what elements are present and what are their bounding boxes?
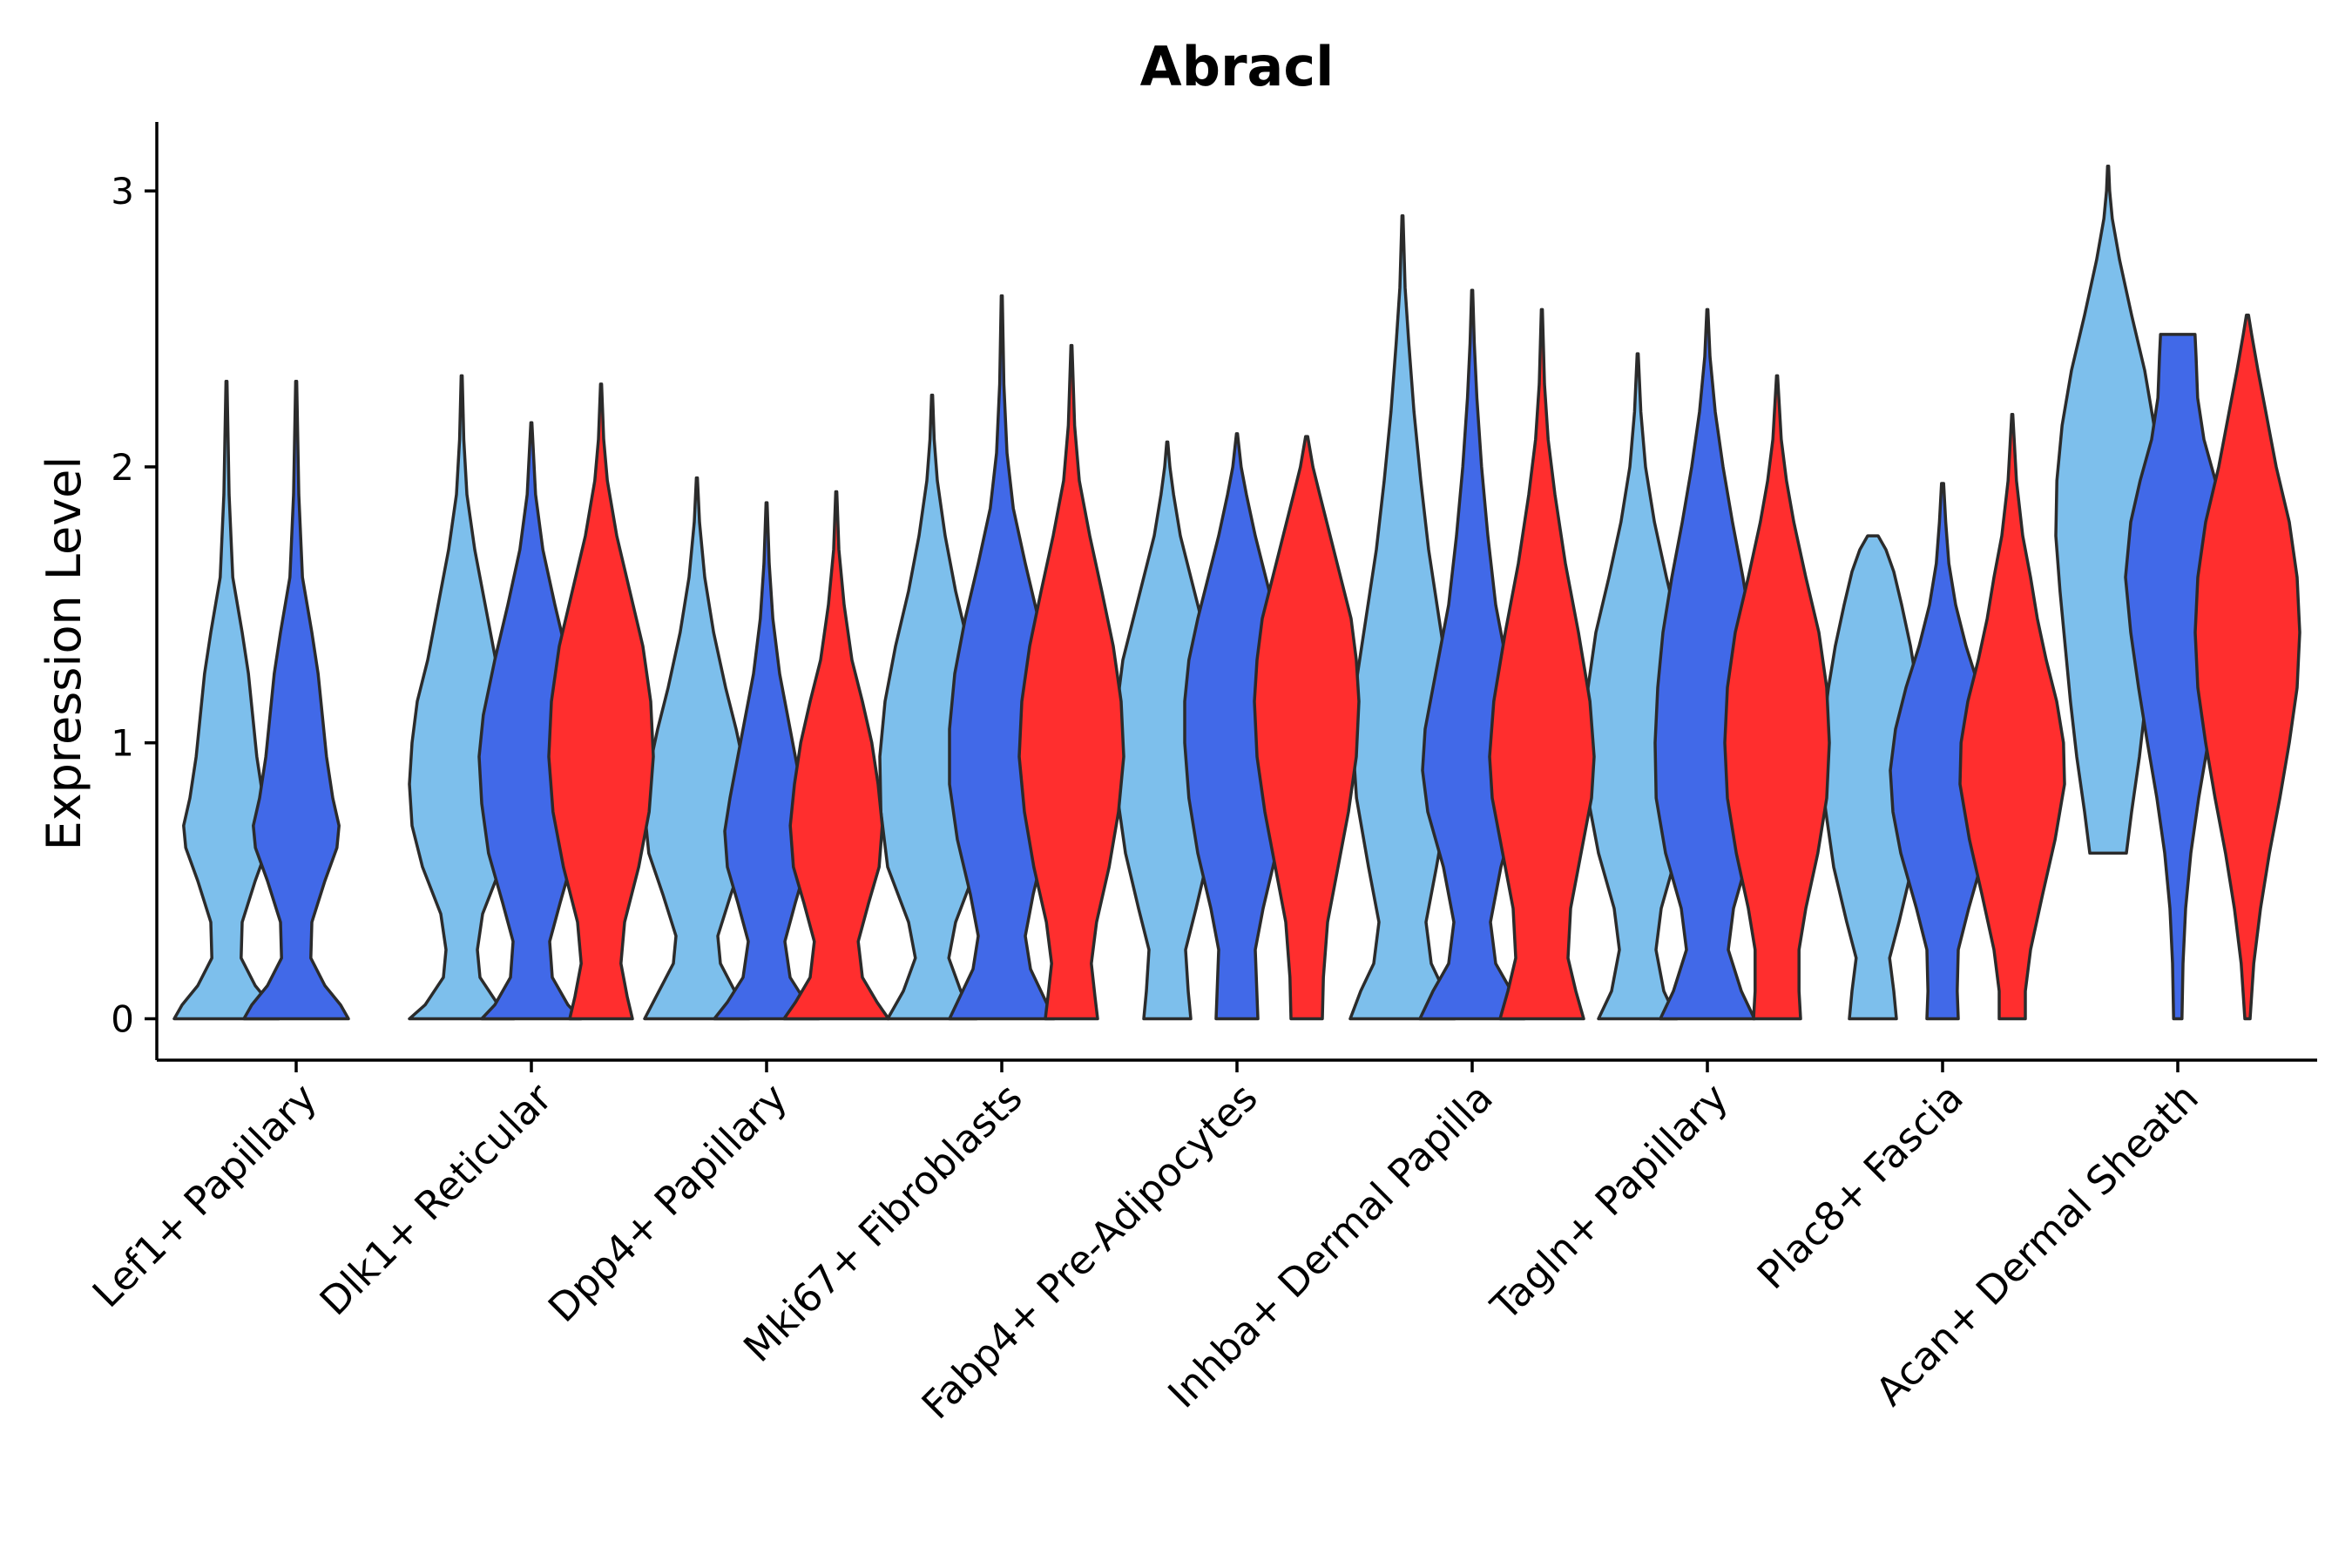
violin-group-3-7 <box>1958 413 2066 1021</box>
violin-group-3-8 <box>2193 313 2301 1021</box>
violin-layer <box>172 164 2301 1021</box>
y-tick-label: 2 <box>111 446 134 489</box>
violin-group-1-2 <box>643 476 751 1021</box>
y-tick-label: 1 <box>111 722 134 765</box>
violin-group-1-5 <box>1348 213 1456 1021</box>
y-tick-label: 0 <box>111 997 134 1040</box>
violin-group-3-5 <box>1488 308 1596 1021</box>
chart-title: Abracl <box>1140 35 1335 98</box>
violin-group-3-4 <box>1253 435 1361 1021</box>
x-category-label: Dpp4+ Papillary <box>539 1074 796 1331</box>
y-tick-label: 3 <box>111 170 134 213</box>
y-ticks: 0 1 2 3 <box>111 170 157 1040</box>
violin-group-3-2 <box>782 490 890 1021</box>
x-category-label: Tagln+ Papillary <box>1482 1074 1737 1329</box>
violin-group-3-3 <box>1017 343 1125 1021</box>
y-axis-label: Expression Level <box>37 456 91 851</box>
violin-group-2-0 <box>242 380 350 1021</box>
violin-group-3-6 <box>1723 374 1831 1021</box>
x-category-label: Lef1+ Papillary <box>84 1074 326 1316</box>
violin-group-1-0 <box>172 380 280 1021</box>
x-category-label: Dlk1+ Reticular <box>311 1074 561 1324</box>
violin-group-3-1 <box>547 382 655 1021</box>
x-category-label: Plac8+ Fascia <box>1748 1074 1972 1298</box>
